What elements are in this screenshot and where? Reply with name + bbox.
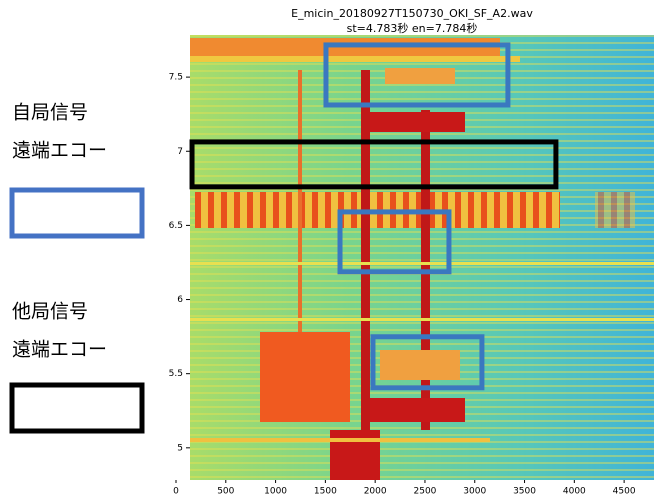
chart-subtitle: st=4.783秒 en=7.784秒 — [347, 21, 478, 35]
x-tick-label: 500 — [217, 487, 234, 497]
annotation-box — [337, 209, 452, 275]
legend-swatch — [9, 187, 145, 239]
x-tick-label: 4500 — [613, 487, 636, 497]
x-tick-label: 3000 — [463, 487, 486, 497]
y-tick-label: 5 — [177, 443, 183, 453]
y-tick-label: 7.5 — [169, 73, 183, 83]
x-tick-label: 4000 — [563, 487, 586, 497]
legend-label: 遠端エコー — [12, 140, 107, 162]
annotation-box — [189, 139, 559, 190]
legend-label: 自局信号 — [12, 102, 88, 124]
x-tick-label: 2000 — [364, 487, 387, 497]
legend-swatch — [9, 382, 145, 434]
x-tick-label: 2500 — [414, 487, 437, 497]
x-tick-label: 3500 — [513, 487, 536, 497]
y-tick-label: 5.5 — [169, 369, 183, 379]
annotation-box — [323, 42, 511, 108]
x-tick-label: 0 — [173, 487, 179, 497]
spectrogram — [190, 35, 654, 480]
y-tick-label: 6 — [177, 295, 183, 305]
y-tick-label: 6.5 — [169, 221, 183, 231]
x-tick-label: 1500 — [314, 487, 337, 497]
chart-title: E_micin_20180927T150730_OKI_SF_A2.wav — [291, 7, 533, 20]
legend-label: 遠端エコー — [12, 339, 107, 361]
annotation-box — [370, 334, 485, 391]
y-tick-label: 7 — [177, 147, 183, 157]
x-tick-label: 1000 — [264, 487, 287, 497]
legend-label: 他局信号 — [12, 301, 88, 323]
